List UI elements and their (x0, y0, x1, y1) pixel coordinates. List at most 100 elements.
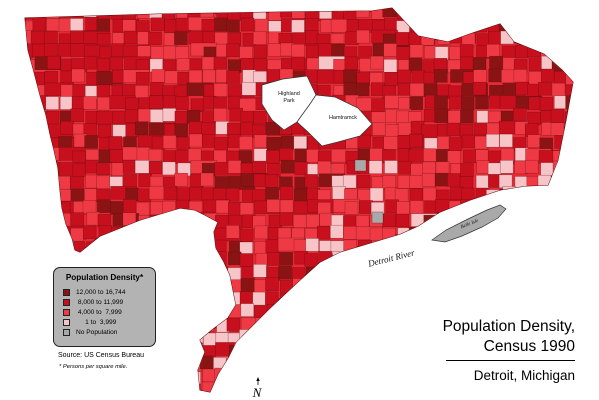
census-tract (449, 293, 463, 308)
census-tract (473, 381, 487, 392)
census-tract (316, 293, 331, 308)
census-tract (564, 123, 573, 138)
census-tract (524, 202, 539, 216)
census-tract (188, 121, 203, 135)
census-tract (25, 71, 35, 86)
census-tract (345, 358, 360, 372)
census-tract (486, 43, 500, 58)
census-tract (448, 302, 463, 317)
census-tract (227, 251, 242, 266)
census-tract (577, 383, 590, 396)
census-tract (369, 227, 384, 242)
census-tract (498, 18, 513, 33)
census-tract (423, 293, 438, 308)
census-tract (151, 254, 165, 268)
census-tract (293, 135, 308, 150)
legend-item-label: 4,000 to 7,999 (76, 308, 122, 316)
census-tract (35, 395, 61, 400)
census-tract (578, 200, 591, 213)
census-tract (215, 199, 230, 214)
census-tract (32, 160, 47, 175)
census-tract (254, 241, 268, 255)
census-tract (201, 110, 216, 124)
census-tract (317, 160, 332, 175)
census-tract (396, 46, 410, 60)
census-tract (59, 96, 74, 110)
census-tract (501, 382, 516, 392)
census-tract (410, 332, 425, 347)
census-tract (83, 55, 98, 70)
census-tract (240, 57, 254, 72)
census-tract (161, 226, 175, 240)
census-tract (581, 316, 594, 329)
census-tract (579, 7, 592, 20)
census-tract (563, 137, 573, 151)
census-tract (383, 264, 398, 278)
census-tract (97, 124, 112, 138)
census-tract (422, 342, 437, 356)
census-tract (46, 227, 61, 242)
census-tract (47, 254, 61, 269)
legend-swatch (63, 328, 70, 336)
census-tract (408, 290, 422, 305)
census-tract (501, 240, 516, 255)
census-tract (487, 396, 500, 400)
census-tract (513, 397, 539, 400)
census-tract (369, 380, 384, 392)
census-tract (306, 149, 320, 163)
census-tract (86, 251, 100, 266)
census-tract (551, 305, 565, 319)
census-tract (433, 18, 448, 32)
census-tract (319, 277, 334, 291)
census-tract (306, 344, 320, 359)
census-tract (473, 291, 487, 306)
census-tract (191, 396, 204, 400)
census-tract (527, 382, 542, 392)
census-tract (566, 186, 573, 200)
census-tract (577, 33, 590, 46)
census-tract (225, 358, 240, 372)
census-tract (343, 82, 357, 96)
census-tract (541, 292, 555, 307)
census-tract (97, 241, 112, 256)
census-tract (385, 345, 400, 360)
census-tract (25, 304, 34, 319)
census-tract (577, 344, 599, 357)
census-tract (227, 267, 242, 281)
source-note: Source: US Census Bureau (58, 352, 144, 359)
census-tract (188, 253, 203, 267)
census-tract (344, 264, 371, 279)
census-tract (280, 159, 295, 174)
census-tract (512, 8, 539, 19)
census-tract (382, 8, 409, 18)
census-tract (137, 367, 151, 382)
census-tract (526, 19, 540, 33)
census-tract (70, 212, 85, 226)
census-tract (423, 148, 437, 162)
census-tract (226, 70, 240, 84)
belle-isle (431, 204, 507, 243)
census-tract (122, 212, 137, 226)
census-tract (266, 369, 280, 384)
census-tract (31, 187, 58, 201)
census-tract (213, 83, 228, 97)
census-tract (174, 110, 189, 125)
census-tract (538, 16, 552, 31)
census-tract (528, 186, 542, 201)
census-tract (434, 252, 449, 267)
census-tract (512, 263, 540, 278)
census-tract (266, 318, 294, 332)
census-tract (178, 396, 191, 400)
census-tract (46, 395, 59, 400)
census-tract (32, 213, 46, 228)
census-tract (449, 8, 463, 18)
census-tract (239, 202, 254, 216)
census-tract (213, 108, 228, 122)
census-tract (554, 174, 568, 189)
census-tract (83, 96, 97, 110)
census-tract (473, 69, 487, 83)
census-tract (437, 266, 451, 280)
census-tract (502, 186, 516, 200)
census-tract (70, 227, 84, 242)
census-tract (357, 316, 372, 331)
